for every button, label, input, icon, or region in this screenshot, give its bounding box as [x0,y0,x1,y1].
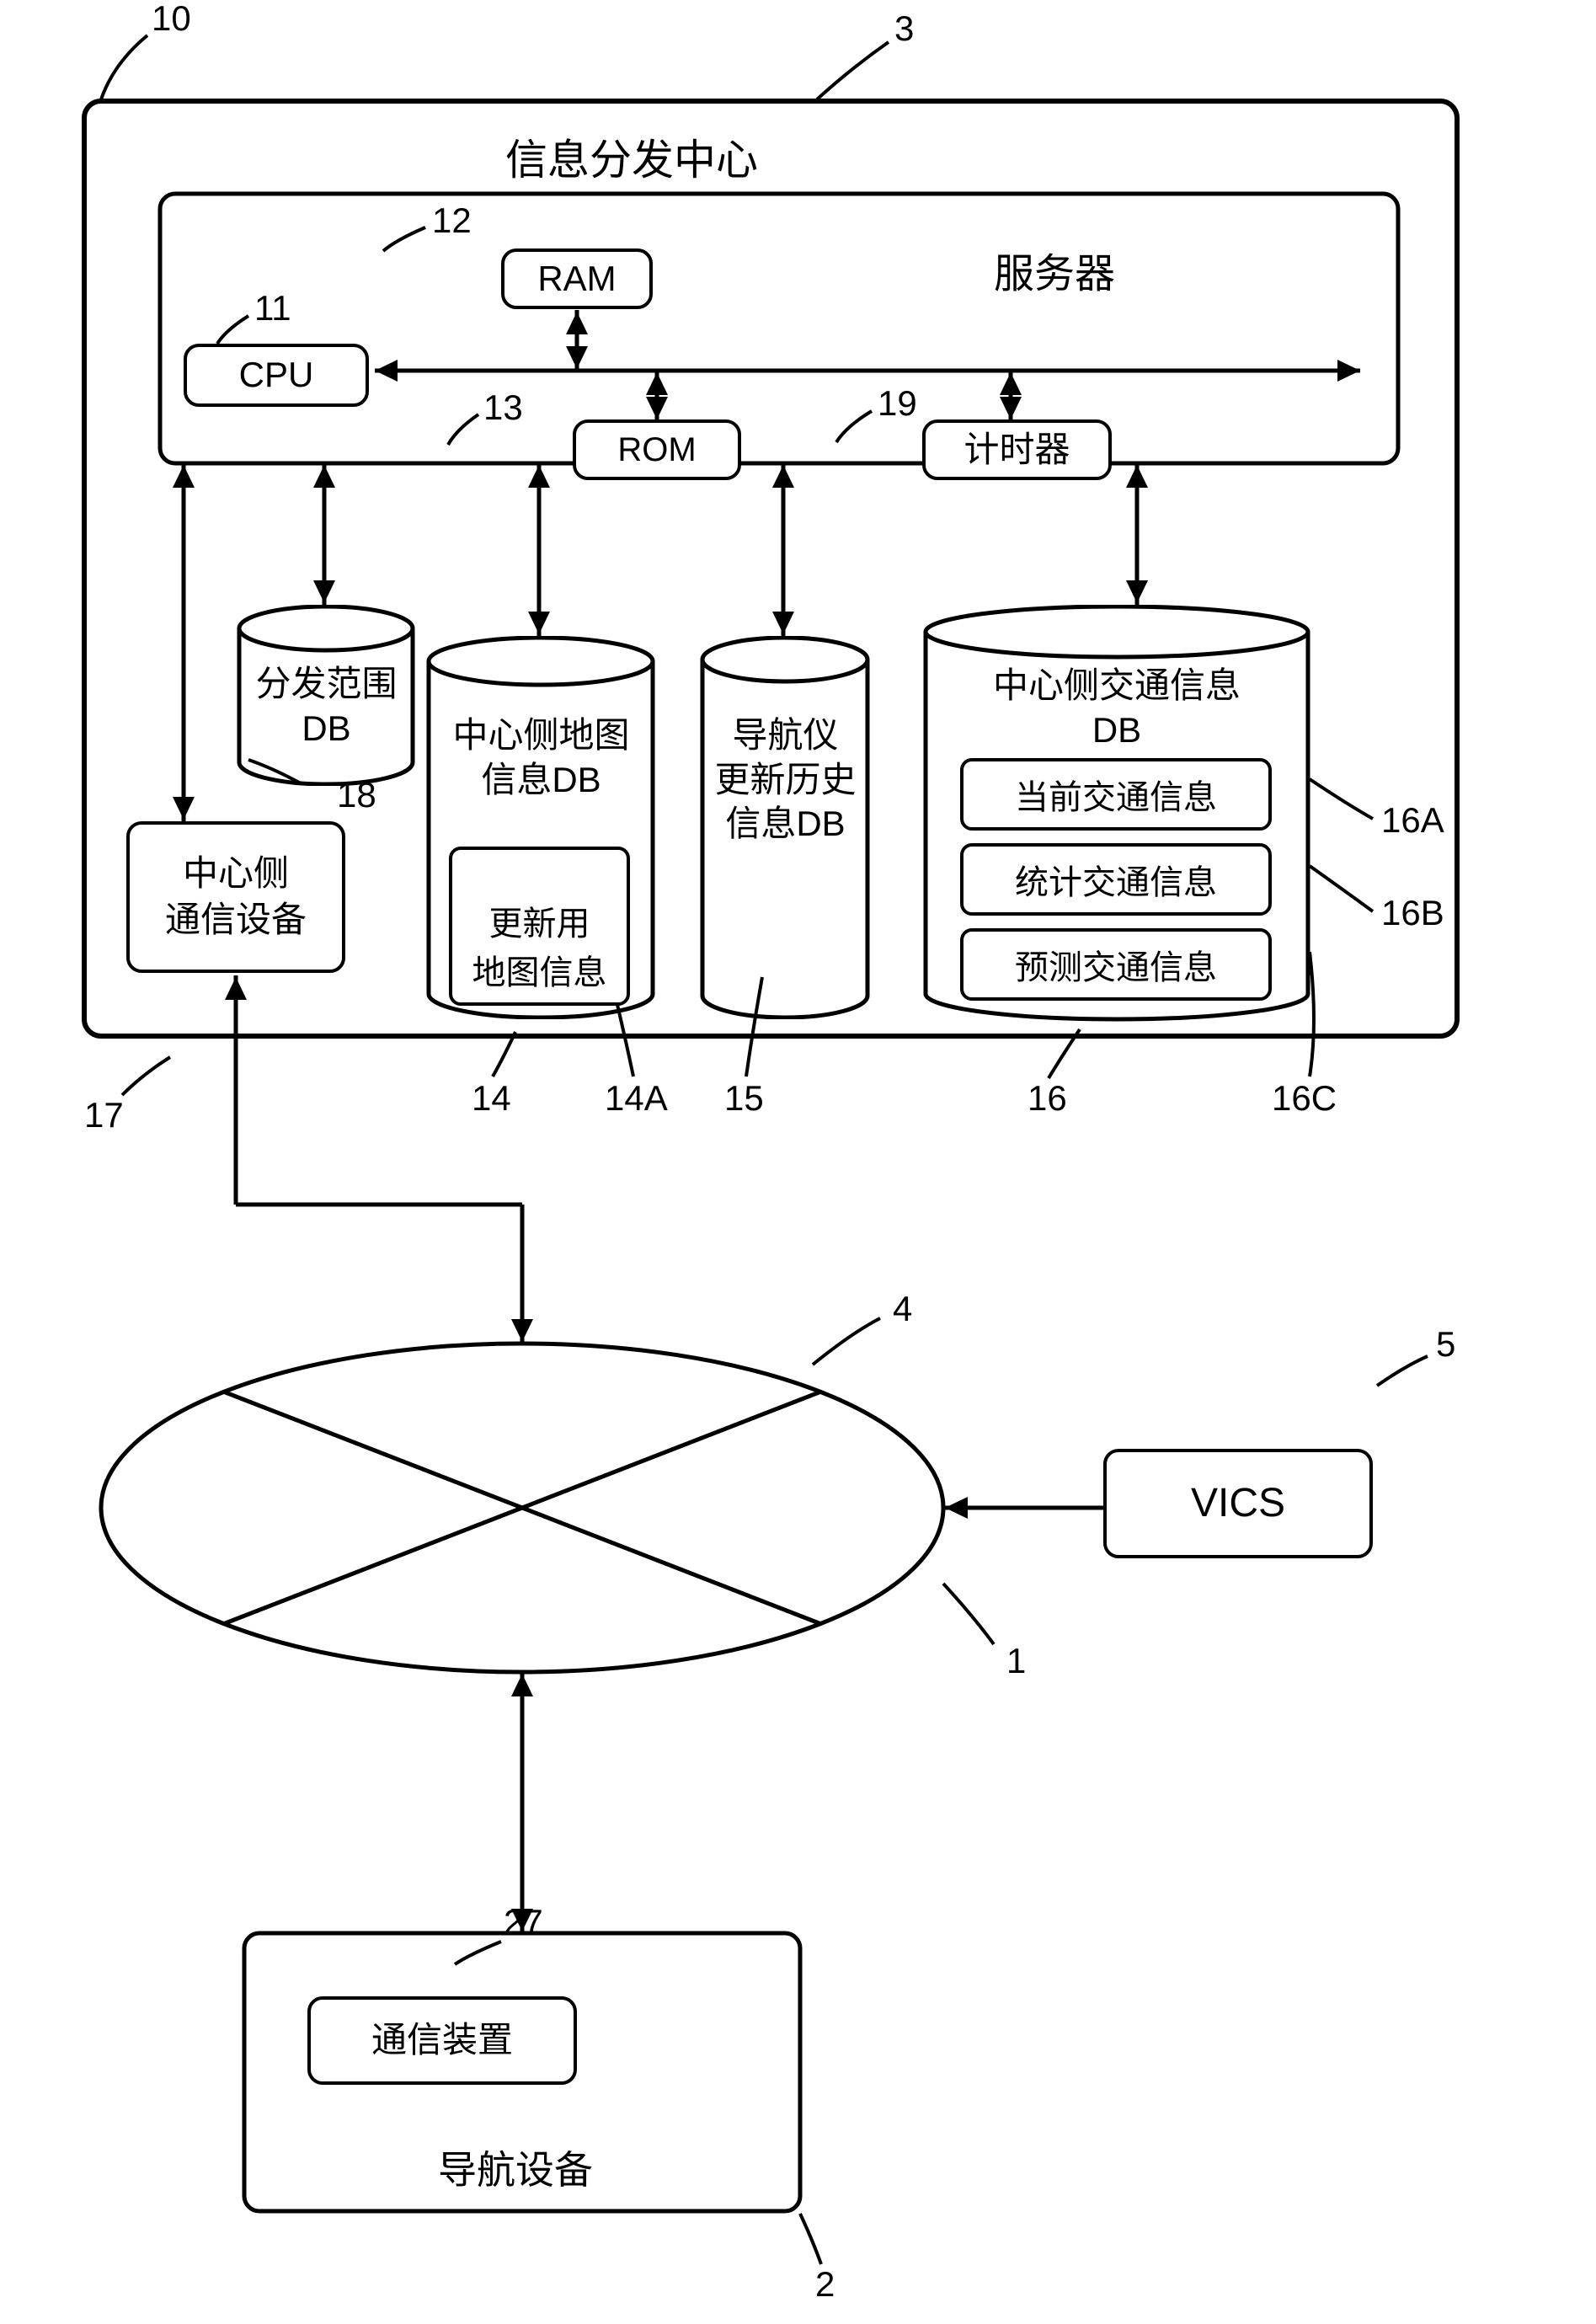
update-map-label: 更新用 地图信息 [472,906,607,991]
traffic-stat-label: 统计交通信息 [1015,864,1217,901]
timer-box: 计时器 [922,419,1112,480]
traffic-predict-label: 预测交通信息 [1015,949,1217,986]
center-title: 信息分发中心 [505,126,758,187]
traffic-stat-box: 统计交通信息 [960,843,1272,916]
ref-3: 3 [894,8,914,49]
ram-label: RAM [537,256,616,302]
comm-device-label: 通信装置 [371,2017,513,2064]
center-map-db-label: 中心侧地图 信息DB [425,713,657,802]
ref-16B: 16B [1381,893,1444,933]
ref-14A: 14A [605,1078,668,1119]
center-comm-label: 中心侧 通信设备 [165,851,307,943]
ref-19: 19 [878,383,917,424]
ref-2: 2 [815,2264,835,2305]
ref-11: 11 [254,288,291,329]
server-title: 服务器 [994,240,1115,299]
ref-27: 27 [504,1902,543,1942]
cpu-label: CPU [239,352,314,398]
nav-history-db: 导航仪 更新历史 信息DB [699,636,872,1019]
ref-15: 15 [724,1078,764,1119]
cpu-box: CPU [184,344,369,407]
traffic-current-label: 当前交通信息 [1015,779,1217,816]
dist-range-db: 分发范围 DB [236,605,417,786]
ref-5: 5 [1436,1324,1455,1365]
center-map-db: 中心侧地图 信息DB 更新用 地图信息 [425,636,657,1019]
ref-17: 17 [84,1095,124,1135]
center-traffic-db-label: 中心侧交通信息 DB [922,664,1311,752]
nav-history-db-label: 导航仪 更新历史 信息DB [699,713,872,847]
ref-12: 12 [432,200,472,241]
ref-16: 16 [1028,1078,1067,1119]
nav-device-label: 导航设备 [438,2140,593,2195]
vics-label: VICS [1191,1477,1285,1530]
vics-box: VICS [1103,1449,1373,1558]
comm-device-box: 通信装置 [307,1996,577,2085]
ref-16C: 16C [1272,1078,1337,1119]
rom-box: ROM [573,419,741,480]
ram-box: RAM [501,248,653,309]
ref-4: 4 [893,1289,912,1329]
ref-16A: 16A [1381,800,1444,841]
ref-10: 10 [152,0,191,39]
rom-label: ROM [617,428,696,472]
center-comm-box: 中心侧 通信设备 [126,821,345,973]
update-map-box: 更新用 地图信息 [449,847,630,1006]
center-traffic-db: 中心侧交通信息 DB 当前交通信息 统计交通信息 预测交通信息 [922,605,1311,1022]
ref-14: 14 [472,1078,511,1119]
traffic-predict-box: 预测交通信息 [960,928,1272,1001]
traffic-current-box: 当前交通信息 [960,758,1272,831]
ref-1: 1 [1006,1641,1026,1681]
ref-13: 13 [483,387,523,428]
dist-range-db-label: 分发范围 DB [236,662,417,751]
timer-label: 计时器 [963,427,1070,473]
